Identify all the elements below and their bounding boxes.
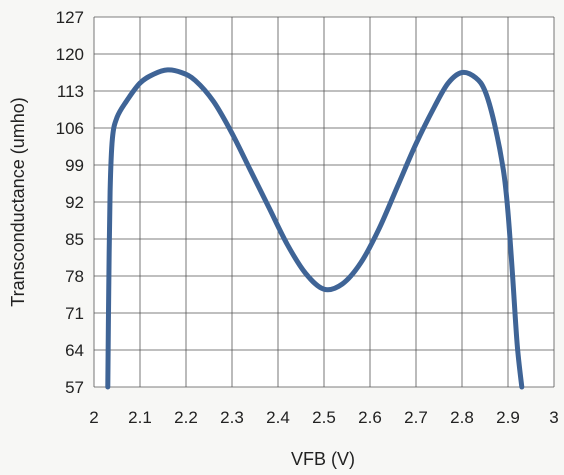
y-tick-label: 127 bbox=[56, 8, 84, 27]
x-tick-label: 2.4 bbox=[266, 408, 290, 427]
y-tick-label: 64 bbox=[65, 341, 84, 360]
x-tick-label: 2.9 bbox=[496, 408, 520, 427]
x-tick-labels: 2 2.1 2.2 2.3 2.4 2.5 2.6 2.7 2.8 2.9 3 bbox=[89, 408, 558, 427]
x-tick-label: 2.8 bbox=[450, 408, 474, 427]
x-tick-label: 3 bbox=[549, 408, 558, 427]
series-line bbox=[105, 67, 525, 390]
y-tick-label: 78 bbox=[65, 267, 84, 286]
x-axis-label: VFB (V) bbox=[291, 449, 355, 469]
x-tick-label: 2.3 bbox=[220, 408, 244, 427]
x-tick-label: 2.5 bbox=[312, 408, 336, 427]
y-tick-label: 57 bbox=[65, 378, 84, 397]
x-tick-label: 2 bbox=[89, 408, 98, 427]
x-tick-label: 2.6 bbox=[358, 408, 382, 427]
y-tick-label: 99 bbox=[65, 156, 84, 175]
y-axis-label: Transconductance (umho) bbox=[8, 97, 28, 306]
y-tick-label: 92 bbox=[65, 193, 84, 212]
y-tick-label: 85 bbox=[65, 230, 84, 249]
y-tick-label: 120 bbox=[56, 45, 84, 64]
y-tick-label: 71 bbox=[65, 304, 84, 323]
x-tick-label: 2.2 bbox=[174, 408, 198, 427]
y-tick-labels: 57 64 71 78 85 92 99 106 113 120 127 bbox=[56, 8, 84, 397]
y-tick-label: 106 bbox=[56, 119, 84, 138]
y-tick-label: 113 bbox=[57, 82, 84, 101]
x-tick-label: 2.1 bbox=[128, 408, 152, 427]
x-tick-label: 2.7 bbox=[404, 408, 428, 427]
